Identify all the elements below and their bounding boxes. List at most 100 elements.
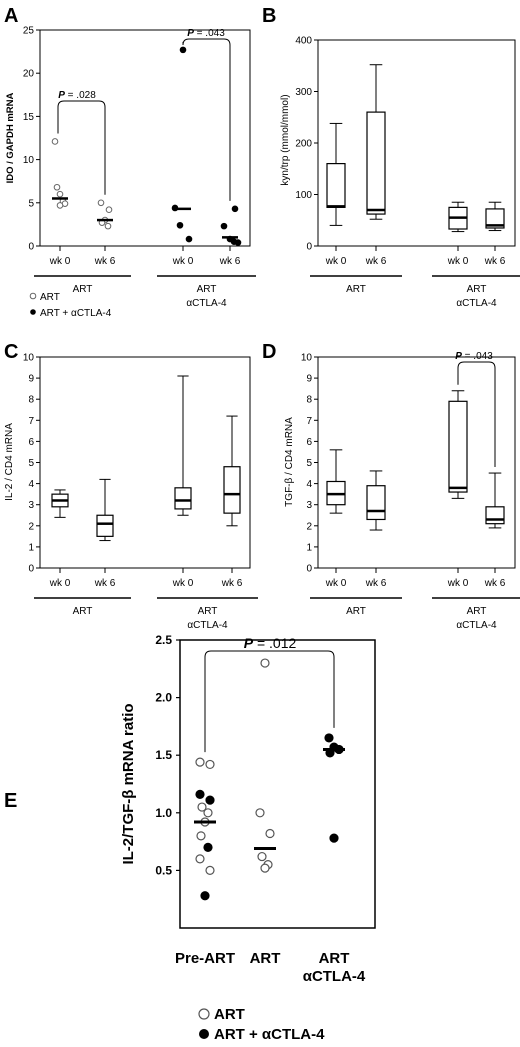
data-point: [197, 802, 207, 812]
data-point: [56, 190, 64, 198]
group-label: αCTLA-4: [186, 298, 227, 309]
y-tick-label: 1: [306, 542, 312, 553]
data-point: [196, 831, 206, 841]
group-label: ART: [467, 606, 487, 617]
dot-group-e-3: [323, 733, 345, 843]
y-tick-label: 4: [28, 479, 34, 490]
group-label: ART: [73, 606, 93, 617]
x-tick-label: wk 6: [94, 256, 116, 267]
box-c-2: [96, 478, 114, 542]
data-point: [265, 828, 275, 839]
data-point: [234, 239, 242, 246]
data-point: [56, 202, 64, 209]
p-value-label: P = .012: [244, 635, 297, 651]
data-point: [104, 222, 112, 230]
x-tick-label: wk 0: [49, 256, 71, 267]
data-point: [195, 757, 205, 767]
data-point: [203, 842, 213, 852]
panel-letter-c: C: [4, 341, 18, 363]
x-tick-label: wk 6: [365, 578, 387, 589]
significance-bracket: [457, 361, 496, 468]
box-d-2: [366, 470, 386, 531]
dot-group-3: [171, 46, 193, 243]
y-tick-label: 9: [306, 374, 312, 385]
significance-bracket: [57, 100, 106, 195]
x-tick-label: wk 0: [325, 256, 347, 267]
group-label: αCTLA-4: [456, 620, 497, 631]
data-point: [205, 865, 215, 876]
plot-frame: [39, 29, 251, 247]
y-tick-label: 3: [306, 500, 312, 511]
x-category-label: ART: [319, 950, 350, 967]
panel-d-axes: 0 1 2 3 4 5 6 7 8 9 10: [301, 353, 516, 575]
data-point: [203, 808, 213, 818]
data-point: [195, 854, 205, 864]
data-point: [185, 235, 193, 243]
y-tick-label: 6: [306, 437, 312, 448]
y-tick-label: 5: [306, 458, 312, 469]
bracket-d: P = .043: [455, 351, 496, 468]
y-tick-label: 7: [28, 416, 34, 427]
data-point: [260, 863, 270, 873]
x-tick-label: wk 6: [219, 256, 241, 267]
panel-e-axes: 0.5 1.0 1.5 2.0 2.5: [155, 633, 376, 929]
box-c-4: [223, 415, 241, 527]
plot-frame: [317, 356, 516, 569]
y-axis-label: IDO / GAPDH mRNA: [5, 92, 16, 183]
box-b-4: [485, 201, 505, 232]
box: [326, 163, 346, 208]
dot-group-4: [220, 205, 242, 246]
data-point: [105, 206, 113, 214]
panel-letter-a: A: [4, 5, 18, 27]
y-tick-label: 8: [28, 395, 34, 406]
legend-label: ART: [40, 292, 60, 303]
y-tick-label: 300: [295, 87, 312, 98]
legend-e: ART ART + αCTLA-4: [198, 1006, 325, 1043]
bracket-a2: P = .043: [182, 28, 231, 201]
y-tick-label: 10: [23, 155, 35, 166]
group-label: ART: [73, 284, 93, 295]
panel-b-axes: 0 100 200 300 400: [295, 36, 516, 253]
box: [366, 485, 386, 521]
x-tick-label: wk 6: [221, 578, 243, 589]
x-tick-label: wk 0: [447, 256, 469, 267]
box-d-4: [485, 472, 505, 529]
box-b-2: [366, 64, 386, 220]
data-point: [231, 205, 239, 213]
y-tick-label: 8: [306, 395, 312, 406]
panel-c-axes: 0 1 2 3 4 5 6 7 8 9 10: [23, 353, 251, 575]
x-tick-label: wk 6: [484, 256, 506, 267]
x-category-label: ART: [250, 950, 281, 967]
significance-bracket: [204, 650, 335, 753]
y-axis-label: TGF-β / CD4 mRNA: [284, 417, 295, 507]
y-tick-label: 5: [28, 458, 34, 469]
y-tick-label: 400: [295, 36, 312, 47]
data-point: [260, 658, 270, 668]
data-point: [220, 222, 228, 230]
data-point: [176, 221, 184, 229]
data-point: [51, 138, 59, 145]
group-label: ART: [197, 284, 217, 295]
group-label: ART: [198, 606, 218, 617]
y-tick-label: 2.5: [155, 633, 172, 647]
box-b-1: [326, 122, 346, 226]
y-tick-label: 2: [28, 521, 34, 532]
y-tick-label: 0: [306, 564, 312, 575]
y-axis-label: IL-2/TGF-β mRNA ratio: [120, 703, 137, 864]
y-tick-label: 2.0: [155, 691, 172, 705]
y-tick-label: 0: [28, 564, 34, 575]
x-tick-label: wk 6: [484, 578, 506, 589]
data-point: [195, 789, 205, 799]
data-point: [205, 759, 215, 770]
significance-bracket: [182, 38, 231, 201]
data-point: [179, 46, 187, 54]
dot-group-2: [97, 199, 113, 230]
box: [485, 506, 505, 525]
plot-frame: [39, 356, 251, 569]
box: [485, 208, 505, 229]
y-tick-label: 5: [28, 198, 34, 209]
p-value-label: P = .028: [58, 90, 96, 101]
y-tick-label: 4: [306, 479, 312, 490]
legend-label: ART + αCTLA-4: [40, 308, 112, 319]
